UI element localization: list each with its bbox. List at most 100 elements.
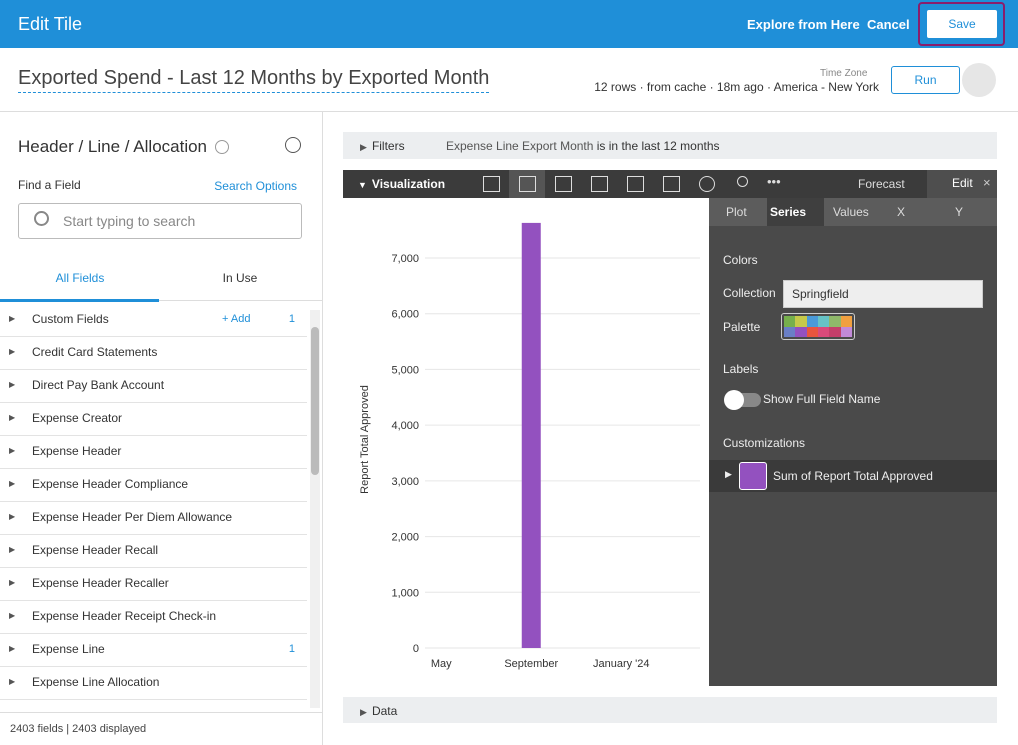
data-bar[interactable] bbox=[343, 697, 997, 723]
field-name: Expense Header Receipt Check-in bbox=[32, 609, 217, 623]
field-name: Custom Fields bbox=[32, 312, 109, 326]
field-count: 1 bbox=[288, 643, 295, 655]
panel-tab[interactable]: X bbox=[897, 205, 906, 219]
data-label[interactable]: ▶ Data bbox=[360, 704, 397, 718]
y-tick-label: 0 bbox=[413, 643, 419, 655]
edit-tab[interactable] bbox=[927, 170, 997, 198]
panel-tab[interactable]: Values bbox=[833, 205, 869, 219]
bar bbox=[521, 222, 541, 648]
panel-tab[interactable]: Series bbox=[770, 205, 807, 219]
y-tick-label: 1,000 bbox=[391, 587, 419, 599]
footer-line bbox=[0, 712, 322, 713]
field-name: Expense Header bbox=[32, 444, 122, 458]
caret: ▶ bbox=[9, 677, 16, 686]
time-zone[interactable]: Time Zone bbox=[820, 68, 868, 79]
tab-line bbox=[0, 300, 322, 301]
panel-tab[interactable]: Plot bbox=[726, 205, 747, 219]
field-name: Expense Creator bbox=[32, 411, 123, 425]
filters-label[interactable]: ▶ Filters bbox=[360, 139, 405, 153]
toggle-knob bbox=[724, 390, 744, 410]
cancel-link[interactable]: Cancel bbox=[867, 17, 910, 32]
caret: ▶ bbox=[9, 413, 16, 422]
tab[interactable]: In Use bbox=[222, 271, 258, 285]
explore-link[interactable]: Explore from Here bbox=[747, 17, 860, 32]
field-row[interactable] bbox=[0, 369, 307, 403]
page-title: Edit Tile bbox=[18, 14, 83, 34]
search-placeholder: Start typing to search bbox=[63, 213, 196, 229]
caret: ▶ bbox=[9, 644, 16, 653]
filters-bar[interactable] bbox=[343, 132, 997, 159]
status: 12 rows · from cache · 18m ago · America… bbox=[594, 80, 879, 94]
field-row[interactable] bbox=[0, 336, 307, 370]
field-count: 1 bbox=[288, 313, 295, 325]
field-row[interactable] bbox=[0, 303, 307, 337]
y-tick-label: 3,000 bbox=[391, 476, 419, 488]
section-label: Customizations bbox=[723, 436, 806, 450]
caret: ▶ bbox=[9, 545, 16, 554]
settings-button[interactable] bbox=[962, 63, 996, 97]
map-icon[interactable] bbox=[737, 176, 748, 187]
series-color[interactable] bbox=[739, 462, 767, 490]
save-button[interactable]: Save bbox=[927, 10, 997, 38]
tab[interactable]: All Fields bbox=[55, 271, 105, 285]
field-name: Expense Line bbox=[32, 642, 105, 656]
viz-icon[interactable] bbox=[591, 176, 608, 192]
find-label: Find a Field bbox=[18, 178, 81, 192]
field-name: Expense Header Compliance bbox=[32, 477, 189, 491]
caret: ▶ bbox=[360, 142, 372, 152]
viz-icon[interactable] bbox=[555, 176, 572, 192]
field-name: Expense Line Allocation bbox=[32, 675, 160, 689]
search-input[interactable] bbox=[18, 203, 302, 239]
x-tick-label: January '24 bbox=[593, 658, 650, 670]
caret: ▼ bbox=[358, 180, 372, 190]
close-icon[interactable]: × bbox=[983, 175, 991, 190]
viz-toolbar bbox=[343, 170, 997, 198]
collapse-icon[interactable] bbox=[285, 137, 301, 153]
toggle-label: Show Full Field Name bbox=[763, 392, 881, 406]
viz-icon[interactable] bbox=[699, 176, 715, 192]
sidebar-border bbox=[322, 112, 323, 745]
viz-icon[interactable] bbox=[627, 176, 644, 192]
divider bbox=[0, 111, 1018, 112]
filters-title: Filters bbox=[371, 139, 405, 153]
filter-condition: is in the last 12 months bbox=[596, 139, 720, 153]
chart: 0 1,000 2,000 3,000 4,000 5,000 6,000 7,000 Repo… bbox=[359, 222, 700, 670]
palette-swatch[interactable] bbox=[781, 313, 855, 340]
run-button[interactable]: Run bbox=[891, 66, 960, 94]
series-name: Sum of Report Total Approved bbox=[773, 469, 933, 483]
field-row[interactable] bbox=[0, 666, 307, 700]
search-options[interactable]: Search Options bbox=[214, 179, 297, 193]
edit-label[interactable]: Edit bbox=[952, 176, 973, 190]
query-title[interactable]: Exported Spend - Last 12 Months by Expor… bbox=[18, 67, 490, 93]
field-row[interactable] bbox=[0, 567, 307, 601]
more-icon[interactable]: ••• bbox=[767, 174, 781, 189]
field-row[interactable] bbox=[0, 501, 307, 535]
y-tick-label: 6,000 bbox=[391, 309, 419, 321]
collection-select[interactable]: Springfield bbox=[783, 280, 983, 308]
caret: ▶ bbox=[9, 347, 16, 356]
caret: ▶ bbox=[9, 380, 16, 389]
field-row[interactable] bbox=[0, 600, 307, 634]
data-title: Data bbox=[371, 704, 398, 718]
scroll-track bbox=[310, 310, 320, 708]
forecast[interactable]: Forecast bbox=[858, 177, 905, 191]
field-name: Expense Header Recaller bbox=[32, 576, 169, 590]
panel-tab[interactable]: Y bbox=[955, 205, 964, 219]
info-icon[interactable] bbox=[215, 140, 229, 154]
field-row[interactable] bbox=[0, 633, 307, 667]
viz-icon[interactable] bbox=[663, 176, 680, 192]
field-row[interactable] bbox=[0, 435, 307, 469]
viz-icon[interactable] bbox=[483, 176, 500, 192]
field-row[interactable] bbox=[0, 468, 307, 502]
field-name: Credit Card Statements bbox=[32, 345, 158, 359]
add-link[interactable]: + Add bbox=[222, 313, 251, 325]
field-row[interactable] bbox=[0, 534, 307, 568]
field-label: Collection bbox=[723, 286, 776, 300]
viz-title: Visualization bbox=[371, 177, 446, 191]
viz-icon[interactable] bbox=[519, 176, 536, 192]
filter-summary: Expense Line Export Month is in the last… bbox=[446, 139, 720, 153]
scroll-thumb[interactable] bbox=[311, 327, 319, 475]
field-row[interactable] bbox=[0, 402, 307, 436]
viz-label[interactable]: ▼ Visualization bbox=[358, 177, 445, 191]
caret: ▶ bbox=[360, 707, 372, 717]
